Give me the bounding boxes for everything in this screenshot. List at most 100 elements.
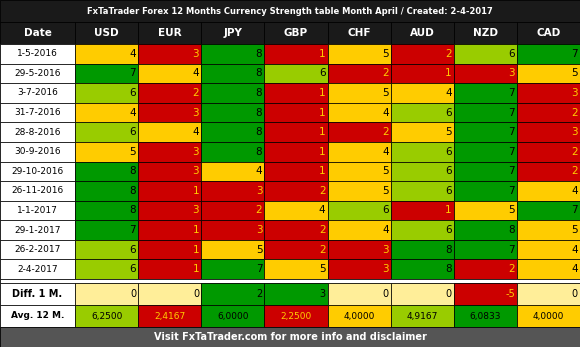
Bar	[517, 64, 580, 83]
Text: 4: 4	[571, 245, 578, 255]
Text: 7: 7	[129, 225, 136, 235]
Text: 28-8-2016: 28-8-2016	[14, 128, 61, 137]
Bar	[390, 44, 454, 64]
Text: 1: 1	[445, 68, 452, 78]
Text: 4: 4	[193, 68, 200, 78]
Text: 3: 3	[571, 127, 578, 137]
Bar	[0, 161, 75, 181]
Text: 1: 1	[193, 264, 200, 274]
Text: 30-9-2016: 30-9-2016	[14, 147, 61, 156]
Text: 8: 8	[129, 205, 136, 215]
Text: 2-4-2017: 2-4-2017	[17, 265, 58, 274]
Bar	[328, 181, 390, 201]
Bar	[328, 305, 390, 327]
Bar	[138, 260, 201, 279]
Text: 6: 6	[129, 88, 136, 98]
Bar	[138, 142, 201, 161]
Bar	[201, 305, 264, 327]
Text: GBP: GBP	[284, 28, 308, 38]
Bar	[138, 44, 201, 64]
Bar	[328, 201, 390, 220]
Bar	[454, 142, 517, 161]
Text: Visit FxTaTrader.com for more info and disclaimer: Visit FxTaTrader.com for more info and d…	[154, 332, 426, 342]
Bar	[328, 161, 390, 181]
Bar	[517, 240, 580, 260]
Bar	[201, 181, 264, 201]
Text: 5: 5	[129, 147, 136, 157]
Bar	[75, 260, 138, 279]
Bar	[264, 44, 328, 64]
Bar	[264, 283, 328, 305]
Text: -5: -5	[505, 289, 515, 299]
Bar	[390, 283, 454, 305]
Bar	[390, 201, 454, 220]
Bar	[0, 44, 75, 64]
Text: 6: 6	[445, 186, 452, 196]
Bar	[0, 260, 75, 279]
Text: 7: 7	[256, 264, 262, 274]
Text: 3: 3	[382, 264, 389, 274]
Text: 7: 7	[508, 147, 515, 157]
Text: 1-5-2016: 1-5-2016	[17, 49, 58, 58]
Text: 2: 2	[445, 49, 452, 59]
Text: 4: 4	[382, 225, 389, 235]
Bar	[454, 260, 517, 279]
Bar	[390, 220, 454, 240]
Bar	[0, 240, 75, 260]
Bar	[328, 83, 390, 103]
Text: 4: 4	[129, 108, 136, 118]
Text: 0: 0	[445, 289, 452, 299]
Text: 29-1-2017: 29-1-2017	[14, 226, 61, 235]
Bar	[0, 181, 75, 201]
Text: 6: 6	[129, 245, 136, 255]
Text: Avg. 12 M.: Avg. 12 M.	[11, 312, 64, 321]
Text: Date: Date	[24, 28, 52, 38]
Bar	[454, 305, 517, 327]
Text: 1: 1	[193, 186, 200, 196]
Text: 4: 4	[129, 49, 136, 59]
Bar	[264, 240, 328, 260]
Bar	[138, 83, 201, 103]
Text: 1: 1	[319, 147, 325, 157]
Text: 2: 2	[319, 186, 325, 196]
Text: 2,4167: 2,4167	[154, 312, 186, 321]
Bar	[454, 22, 517, 44]
Text: 8: 8	[256, 108, 262, 118]
Text: Diff. 1 M.: Diff. 1 M.	[12, 289, 63, 299]
Text: AUD: AUD	[410, 28, 434, 38]
Text: 6: 6	[319, 68, 325, 78]
Bar	[0, 327, 580, 347]
Text: 6: 6	[129, 264, 136, 274]
Text: 5: 5	[382, 49, 389, 59]
Bar	[138, 201, 201, 220]
Text: 2: 2	[382, 68, 389, 78]
Bar	[328, 283, 390, 305]
Bar	[201, 142, 264, 161]
Bar	[517, 181, 580, 201]
Bar	[390, 64, 454, 83]
Bar	[454, 201, 517, 220]
Text: 3: 3	[193, 147, 200, 157]
Bar	[138, 103, 201, 122]
Bar	[0, 64, 75, 83]
Bar	[138, 240, 201, 260]
Bar	[0, 103, 75, 122]
Text: 8: 8	[256, 147, 262, 157]
Text: 4: 4	[445, 88, 452, 98]
Text: 6: 6	[445, 147, 452, 157]
Text: 2: 2	[256, 205, 262, 215]
Text: CAD: CAD	[536, 28, 560, 38]
Text: 6: 6	[129, 127, 136, 137]
Bar	[390, 305, 454, 327]
Bar	[517, 260, 580, 279]
Bar	[75, 83, 138, 103]
Bar	[201, 161, 264, 181]
Text: JPY: JPY	[223, 28, 242, 38]
Text: 1: 1	[319, 166, 325, 176]
Text: 3: 3	[193, 166, 200, 176]
Text: 2: 2	[508, 264, 515, 274]
Bar	[390, 161, 454, 181]
Text: 4,0000: 4,0000	[533, 312, 564, 321]
Text: 7: 7	[508, 127, 515, 137]
Text: 6,2500: 6,2500	[91, 312, 122, 321]
